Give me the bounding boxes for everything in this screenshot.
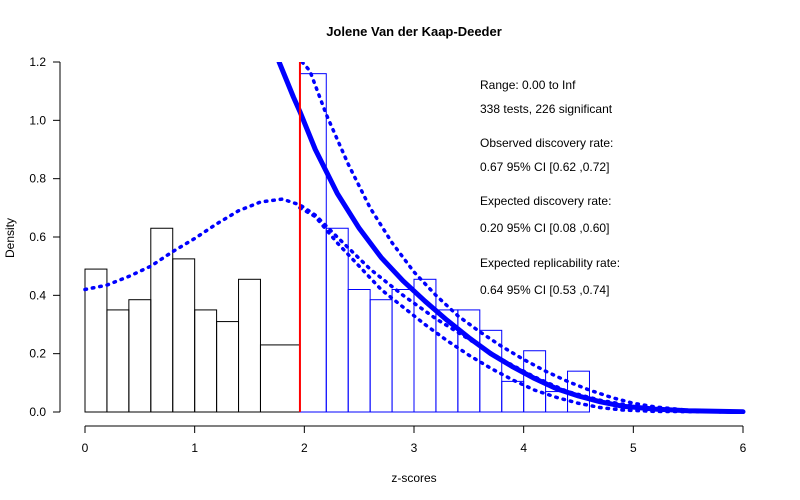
x-tick-label: 5 — [630, 441, 637, 455]
y-tick-label: 0.2 — [29, 347, 46, 361]
x-tick-label: 2 — [301, 441, 308, 455]
histogram-bars — [84, 73, 590, 413]
annotation-line: Expected replicability rate: — [480, 256, 620, 270]
x-axis-label: z-scores — [391, 471, 436, 485]
annotation-line: Range: 0.00 to Inf — [480, 78, 576, 92]
y-tick-label: 0.4 — [29, 288, 46, 302]
histogram-bar — [369, 299, 393, 413]
annotation-line: 0.67 95% CI [0.62 ,0.72] — [480, 160, 609, 174]
y-axis-label: Density — [3, 218, 17, 258]
y-axis: 0.0 0.2 0.4 0.6 0.8 1.0 1.2 — [29, 55, 61, 419]
histogram-bar — [325, 227, 349, 413]
x-tick-label: 1 — [191, 441, 198, 455]
dotted-density-curve — [300, 62, 745, 414]
histogram-bar — [216, 321, 240, 413]
y-tick-label: 0.0 — [29, 405, 46, 419]
annotation-block: Range: 0.00 to Inf 338 tests, 226 signifi… — [480, 78, 620, 297]
annotation-line: 0.20 95% CI [0.08 ,0.60] — [480, 221, 609, 235]
histogram-bar — [347, 289, 371, 413]
histogram-bar — [84, 268, 108, 413]
density-curves — [83, 62, 746, 414]
x-axis: 0 1 2 3 4 5 6 — [82, 425, 747, 455]
x-tick-label: 0 — [82, 441, 89, 455]
annotation-line: Expected discovery rate: — [480, 194, 611, 208]
annotation-line: Observed discovery rate: — [480, 136, 613, 150]
histogram-bar — [501, 380, 525, 413]
histogram-bar — [238, 278, 261, 413]
chart-title: Jolene Van der Kaap-Deeder — [326, 24, 502, 39]
annotation-line: 338 tests, 226 significant — [480, 102, 613, 116]
x-tick-label: 4 — [520, 441, 527, 455]
y-tick-label: 1.2 — [29, 55, 46, 69]
histogram-bar — [172, 258, 196, 413]
x-tick-label: 6 — [740, 441, 747, 455]
y-tick-label: 1.0 — [29, 113, 46, 127]
solid-density-curve — [276, 62, 746, 414]
x-tick-label: 3 — [411, 441, 418, 455]
dotted-density-curve — [298, 206, 745, 414]
y-tick-label: 0.8 — [29, 172, 46, 186]
annotation-line: 0.64 95% CI [0.53 ,0.74] — [480, 283, 609, 297]
histogram-bar — [479, 329, 503, 413]
histogram-bar — [128, 299, 152, 413]
histogram-bar — [106, 309, 130, 413]
histogram-bar — [259, 344, 301, 413]
y-tick-label: 0.6 — [29, 230, 46, 244]
histogram-bar — [194, 309, 218, 413]
